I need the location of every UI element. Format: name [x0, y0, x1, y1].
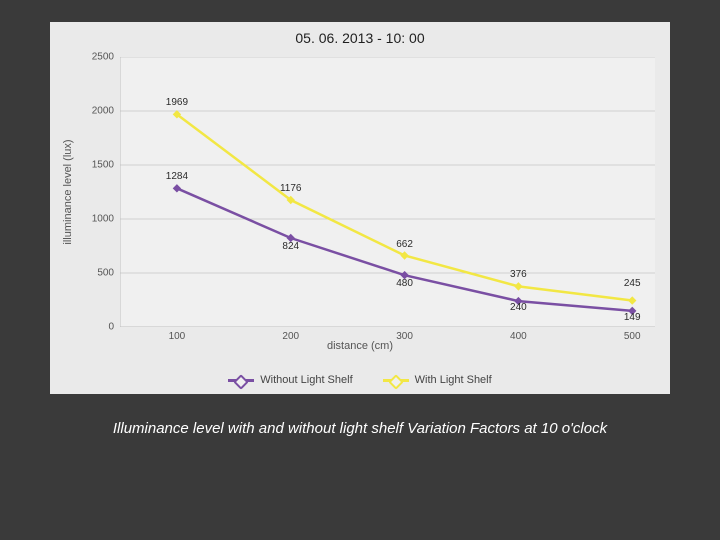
- data-label: 376: [510, 269, 527, 280]
- xtick-label: 400: [510, 327, 527, 342]
- legend-swatch: [228, 379, 254, 382]
- data-label: 824: [282, 241, 299, 252]
- xtick-label: 300: [396, 327, 413, 342]
- legend-label: With Light Shelf: [415, 374, 492, 386]
- ytick-label: 1000: [92, 214, 120, 225]
- x-axis-label: distance (cm): [327, 340, 393, 352]
- legend-item: With Light Shelf: [383, 374, 492, 386]
- chart-svg: [120, 57, 655, 327]
- legend: Without Light Shelf With Light Shelf: [50, 374, 670, 386]
- xtick-label: 200: [282, 327, 299, 342]
- ytick-label: 1500: [92, 160, 120, 171]
- data-label: 662: [396, 239, 413, 250]
- data-label: 1969: [166, 97, 188, 108]
- ytick-label: 500: [97, 268, 120, 279]
- data-label: 1284: [166, 171, 188, 182]
- slide-caption: Illuminance level with and without light…: [36, 420, 684, 437]
- chart-panel: 05. 06. 2013 - 10: 00 illuminance level …: [50, 22, 670, 394]
- legend-item: Without Light Shelf: [228, 374, 352, 386]
- data-label: 240: [510, 302, 527, 313]
- data-label: 480: [396, 278, 413, 289]
- plot-area: 0500100015002000250010020030040050012848…: [120, 57, 655, 327]
- xtick-label: 100: [169, 327, 186, 342]
- ytick-label: 2000: [92, 106, 120, 117]
- ytick-label: 2500: [92, 52, 120, 63]
- legend-label: Without Light Shelf: [260, 374, 352, 386]
- data-label: 245: [624, 278, 641, 289]
- chart-title: 05. 06. 2013 - 10: 00: [50, 22, 670, 46]
- legend-swatch: [383, 379, 409, 382]
- xtick-label: 500: [624, 327, 641, 342]
- y-axis-label: illuminance level (lux): [62, 139, 74, 244]
- data-label: 149: [624, 312, 641, 323]
- data-label: 1176: [280, 183, 302, 194]
- ytick-label: 0: [108, 322, 120, 333]
